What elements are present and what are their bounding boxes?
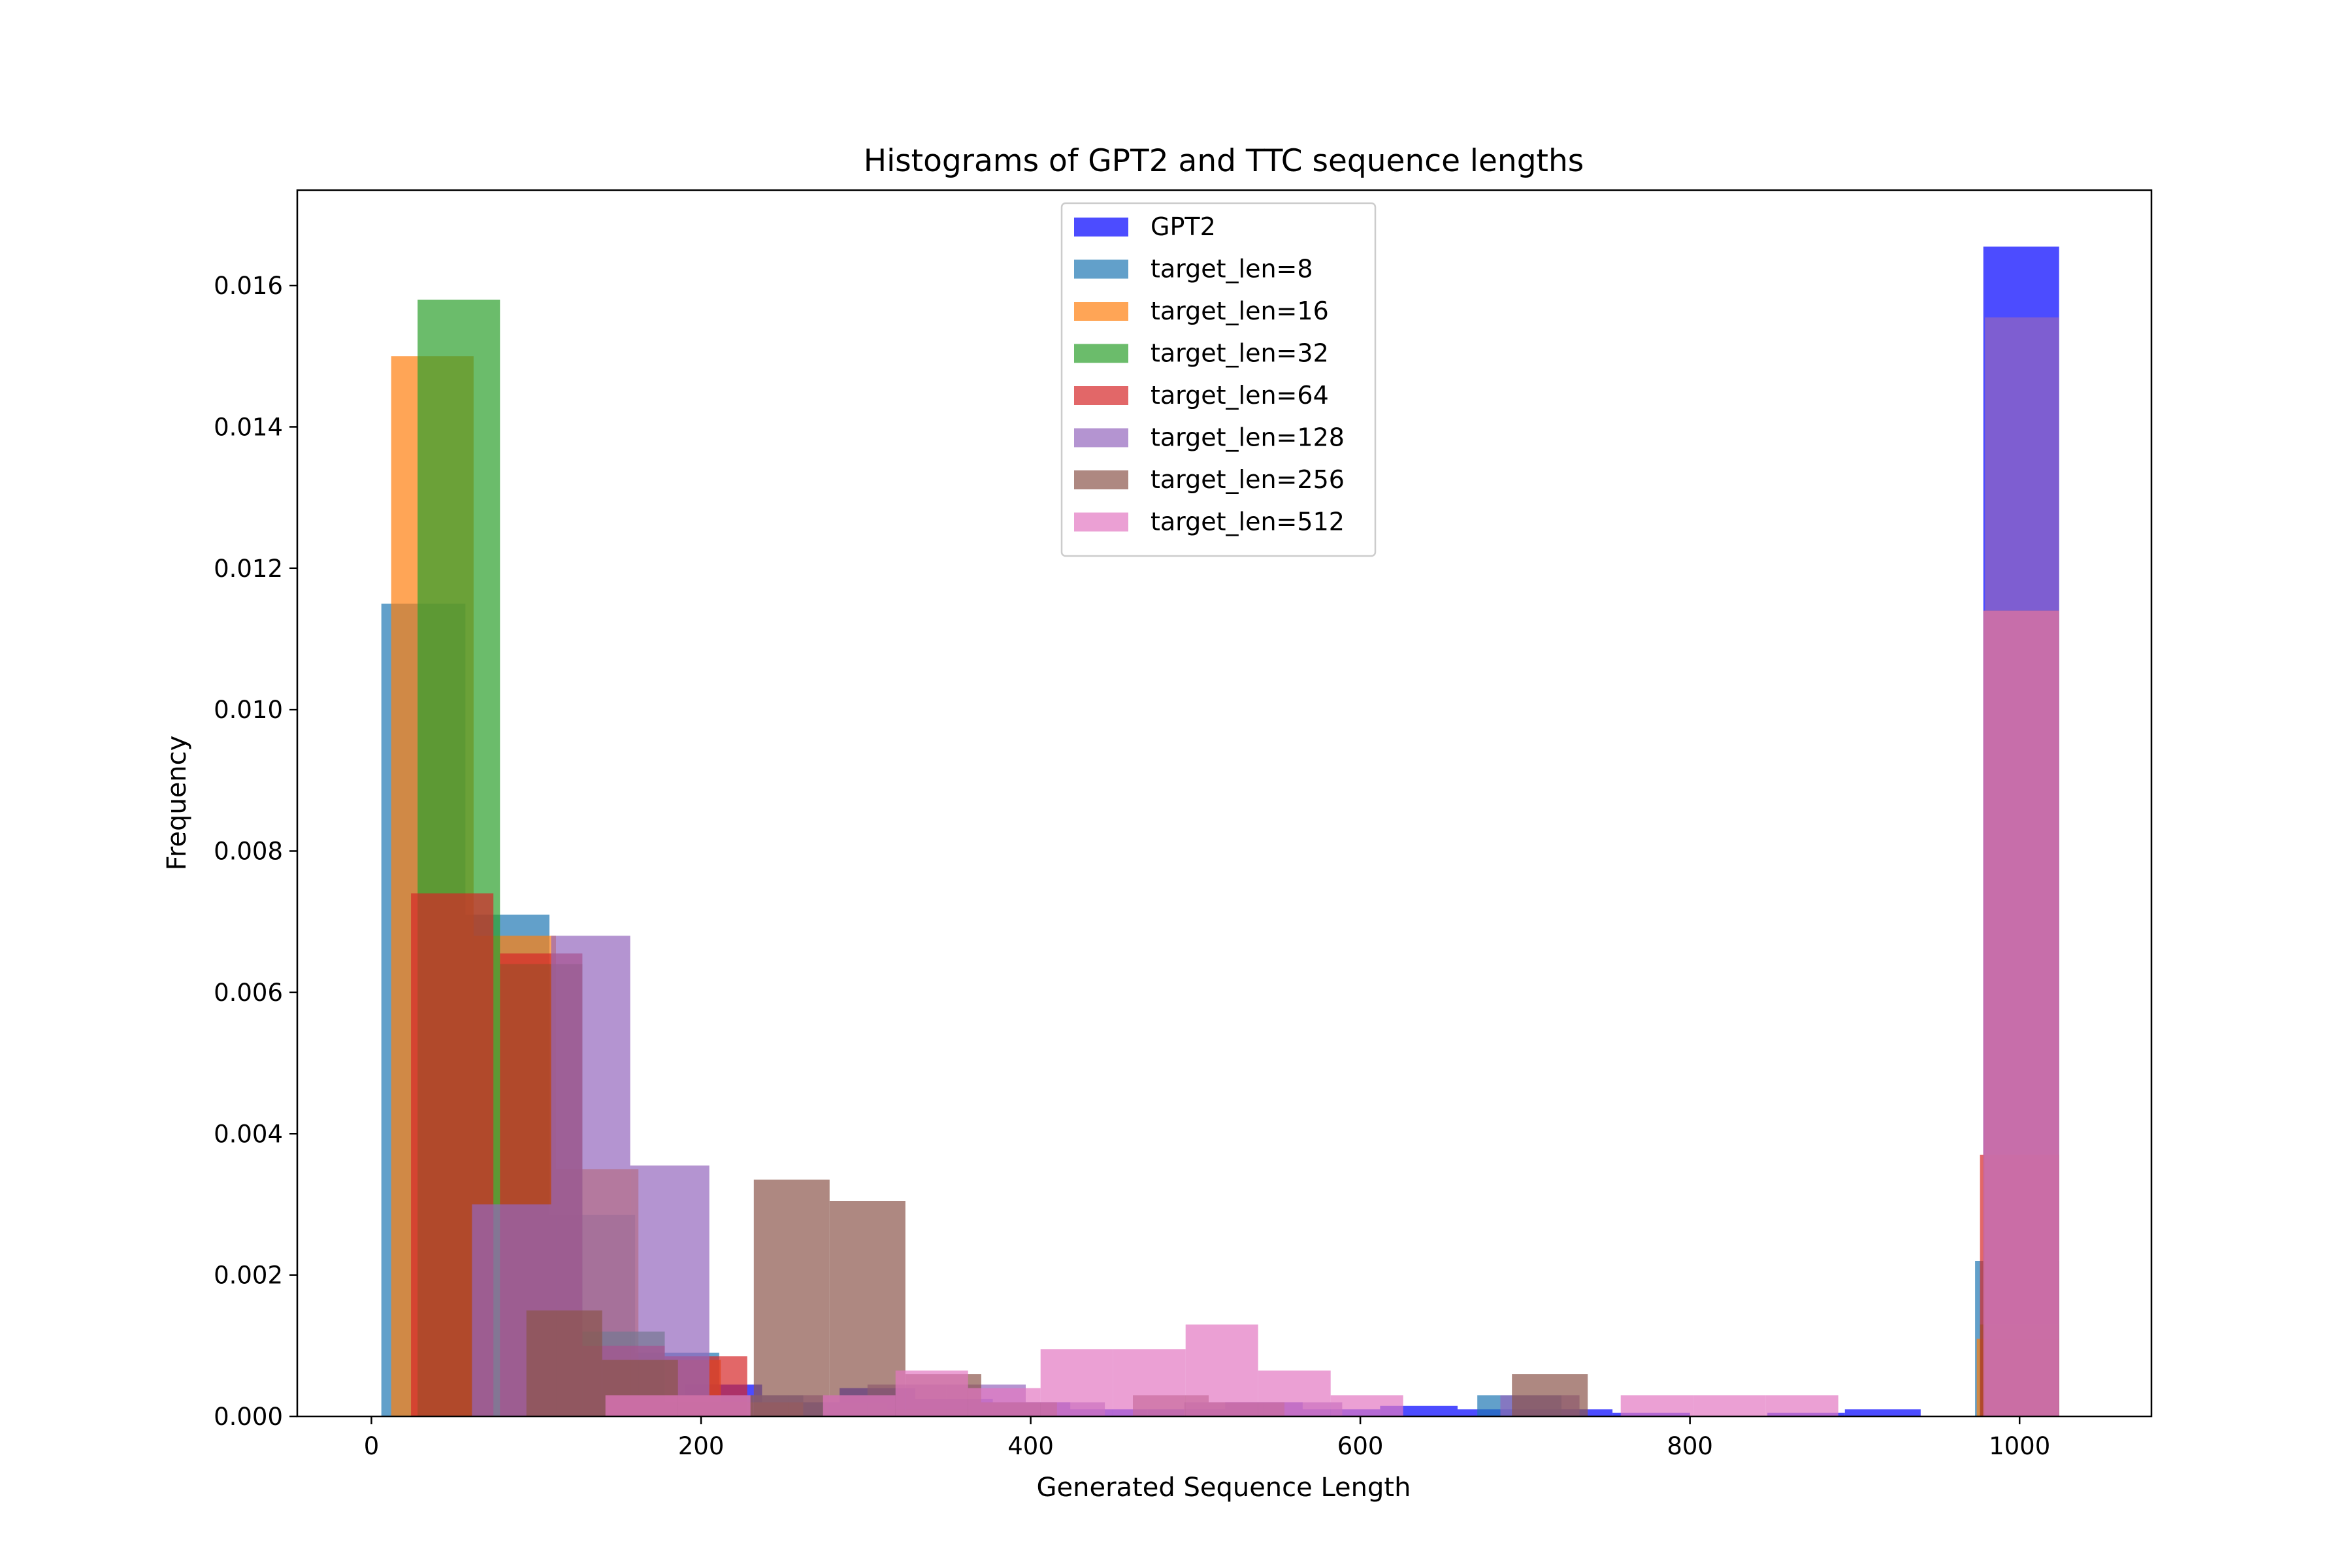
y-tick-label: 0.012	[214, 555, 283, 583]
histogram-bar	[526, 1310, 602, 1416]
x-axis: 0 200 400 600 800 1000	[364, 1416, 2050, 1460]
legend-label: target_len=8	[1151, 255, 1313, 284]
histogram-bar	[605, 1395, 678, 1416]
histogram-bar	[823, 1395, 896, 1416]
legend-label: target_len=64	[1151, 381, 1329, 410]
legend-swatch	[1074, 344, 1128, 363]
x-tick-label: 0	[364, 1432, 380, 1460]
legend-item: target_len=32	[1074, 339, 1329, 368]
histogram-bar	[1040, 1349, 1113, 1416]
legend-item: target_len=512	[1074, 508, 1345, 536]
legend-swatch	[1074, 428, 1128, 448]
legend-frame	[1060, 202, 1377, 557]
histogram-bar	[1620, 1395, 1693, 1416]
histogram-bar	[1693, 1395, 1766, 1416]
series-7	[605, 610, 2059, 1417]
histogram-bar	[1765, 1395, 1838, 1416]
plot-area-frame	[296, 189, 2153, 1418]
legend-swatch	[1074, 386, 1128, 405]
histogram-bar	[829, 1201, 906, 1416]
legend-label: target_len=32	[1151, 339, 1329, 368]
y-tick-label: 0.006	[214, 979, 283, 1007]
legend-swatch	[1074, 259, 1128, 279]
y-tick-label: 0.008	[214, 838, 283, 866]
x-tick-label: 1000	[1989, 1432, 2050, 1460]
y-tick-label: 0.004	[214, 1120, 283, 1148]
histogram-bar	[1185, 1324, 1258, 1416]
x-tick-label: 600	[1337, 1432, 1384, 1460]
legend-label: target_len=512	[1151, 508, 1345, 536]
y-tick-label: 0.000	[214, 1403, 283, 1431]
legend-item: target_len=64	[1074, 381, 1329, 410]
legend: GPT2 target_len=8 target_len=16 target_len=…	[1060, 202, 1377, 557]
histogram-bar	[1512, 1374, 1588, 1416]
histogram-bar	[1844, 1409, 1921, 1416]
y-tick-label: 0.014	[214, 413, 283, 441]
histogram-bar	[968, 1388, 1041, 1416]
legend-label: target_len=256	[1151, 465, 1345, 494]
legend-swatch	[1074, 512, 1128, 532]
x-tick-label: 400	[1007, 1432, 1054, 1460]
legend-item: target_len=256	[1074, 465, 1345, 494]
histogram-bar	[1258, 1370, 1331, 1416]
legend-label: target_len=128	[1151, 423, 1345, 452]
y-tick-label: 0.016	[214, 272, 283, 300]
histogram-bar	[678, 1395, 751, 1416]
histogram-bar	[1113, 1349, 1186, 1416]
legend-label: target_len=16	[1151, 297, 1329, 325]
legend-item: target_len=16	[1074, 297, 1329, 325]
chart-title: Histograms of GPT2 and TTC sequence leng…	[864, 143, 1584, 179]
legend-item: target_len=128	[1074, 423, 1345, 452]
y-axis-label: Frequency	[162, 736, 192, 871]
histogram-bar	[895, 1370, 968, 1416]
x-tick-label: 800	[1667, 1432, 1713, 1460]
histogram-bar	[1330, 1395, 1403, 1416]
legend-item: target_len=8	[1074, 255, 1313, 284]
y-tick-label: 0.002	[214, 1262, 283, 1290]
y-tick-label: 0.010	[214, 696, 283, 724]
legend-label: GPT2	[1151, 212, 1216, 241]
x-axis-label: Generated Sequence Length	[1037, 1473, 1411, 1503]
histogram-bar	[753, 1179, 830, 1416]
x-tick-label: 200	[678, 1432, 725, 1460]
histogram-bar	[1983, 610, 2059, 1417]
histogram-bars	[381, 246, 2059, 1417]
legend-swatch	[1074, 218, 1128, 237]
legend-item: GPT2	[1074, 212, 1216, 241]
legend-swatch	[1074, 470, 1128, 489]
legend-swatch	[1074, 302, 1128, 321]
y-axis: 0.000 0.002 0.004 0.006 0.008 0.010 0.012 0.014…	[214, 272, 297, 1431]
